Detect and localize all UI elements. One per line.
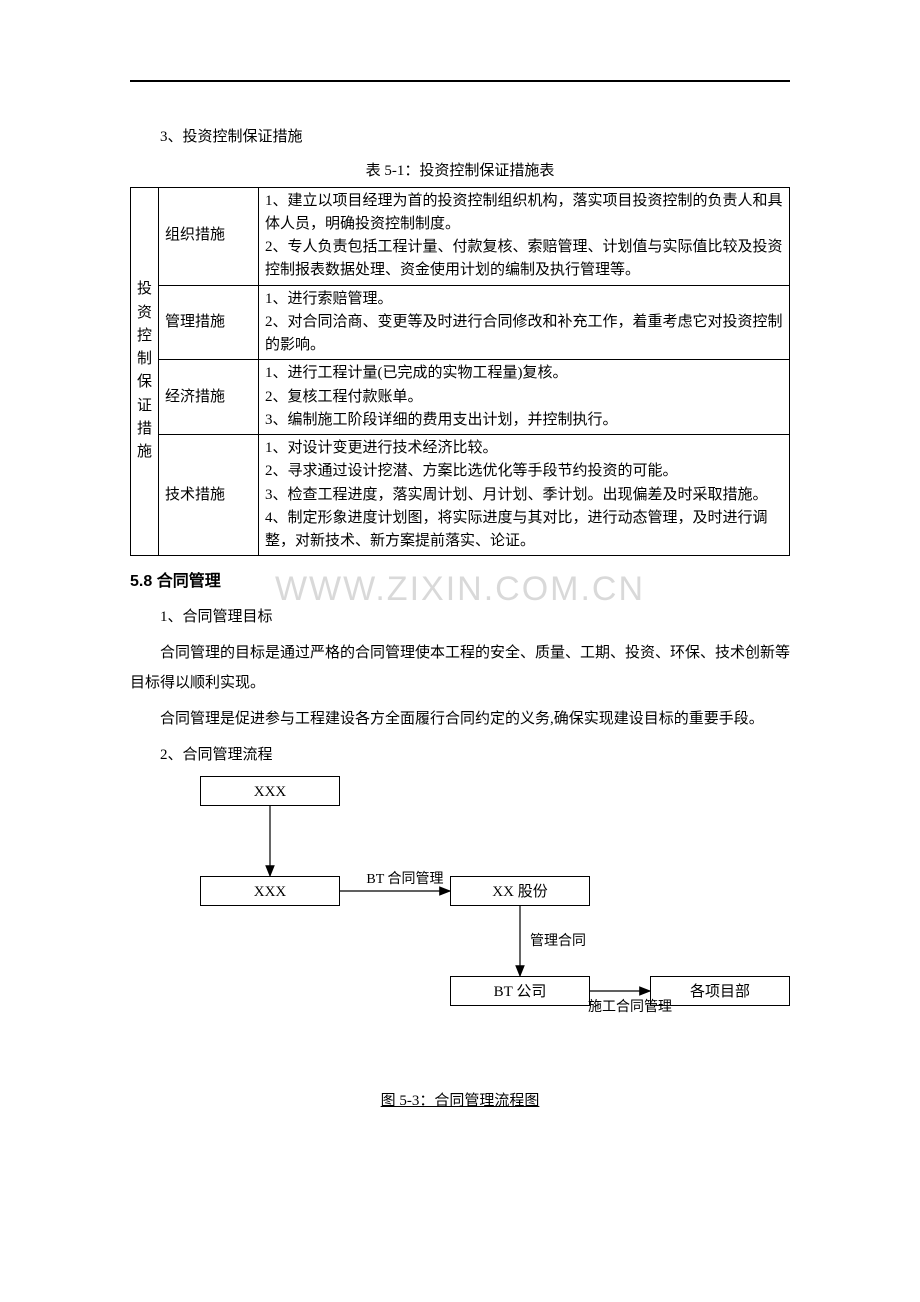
table-row: 技术措施1、对设计变更进行技术经济比较。2、寻求通过设计挖潜、方案比选优化等手段… <box>131 435 790 556</box>
table-row: 管理措施1、进行索赔管理。2、对合同洽商、变更等及时进行合同修改和补充工作，着重… <box>131 285 790 360</box>
table-caption: 表 5-1：投资控制保证措施表 <box>130 160 790 183</box>
table-content: 1、建立以项目经理为首的投资控制组织机构，落实项目投资控制的负责人和具体人员，明… <box>259 187 790 285</box>
flow-node: XX 股份 <box>450 876 590 906</box>
flow-edge-label: 施工合同管理 <box>570 997 690 1018</box>
section-number: 5.8 <box>130 573 152 590</box>
table-category: 管理措施 <box>159 285 259 360</box>
flow-node: XXX <box>200 776 340 806</box>
section-title-text: 合同管理 <box>157 573 221 590</box>
table-row: 经济措施1、进行工程计量(已完成的实物工程量)复核。2、复核工程付款账单。3、编… <box>131 360 790 435</box>
paragraph-2: 合同管理是促进参与工程建设各方全面履行合同约定的义务,确保实现建设目标的重要手段… <box>130 704 790 734</box>
table-row: 投资控制保证措施组织措施1、建立以项目经理为首的投资控制组织机构，落实项目投资控… <box>131 187 790 285</box>
flow-edge-label: BT 合同管理 <box>345 869 465 890</box>
measures-table: 投资控制保证措施组织措施1、建立以项目经理为首的投资控制组织机构，落实项目投资控… <box>130 187 790 557</box>
table-content: 1、进行工程计量(已完成的实物工程量)复核。2、复核工程付款账单。3、编制施工阶… <box>259 360 790 435</box>
intro-line: 3、投资控制保证措施 <box>130 122 790 152</box>
figure-caption: 图 5-3：合同管理流程图 <box>130 1090 790 1113</box>
table-category: 技术措施 <box>159 435 259 556</box>
table-category: 经济措施 <box>159 360 259 435</box>
table-content: 1、进行索赔管理。2、对合同洽商、变更等及时进行合同修改和补充工作，着重考虑它对… <box>259 285 790 360</box>
subheading-1: 1、合同管理目标 <box>130 602 790 632</box>
subheading-2: 2、合同管理流程 <box>130 740 790 770</box>
paragraph-1: 合同管理的目标是通过严格的合同管理使本工程的安全、质量、工期、投资、环保、技术创… <box>130 638 790 698</box>
table-content: 1、对设计变更进行技术经济比较。2、寻求通过设计挖潜、方案比选优化等手段节约投资… <box>259 435 790 556</box>
flow-edge-label: 管理合同 <box>530 931 586 952</box>
page-top-rule <box>130 80 790 82</box>
flow-node: BT 公司 <box>450 976 590 1006</box>
table-rowgroup-label: 投资控制保证措施 <box>131 187 159 556</box>
flow-node: XXX <box>200 876 340 906</box>
flowchart-arrows <box>130 776 790 1086</box>
section-heading: 5.8 合同管理 <box>130 570 790 594</box>
flowchart: XXXXXXXX 股份BT 公司各项目部BT 合同管理管理合同施工合同管理 <box>130 776 790 1086</box>
table-category: 组织措施 <box>159 187 259 285</box>
